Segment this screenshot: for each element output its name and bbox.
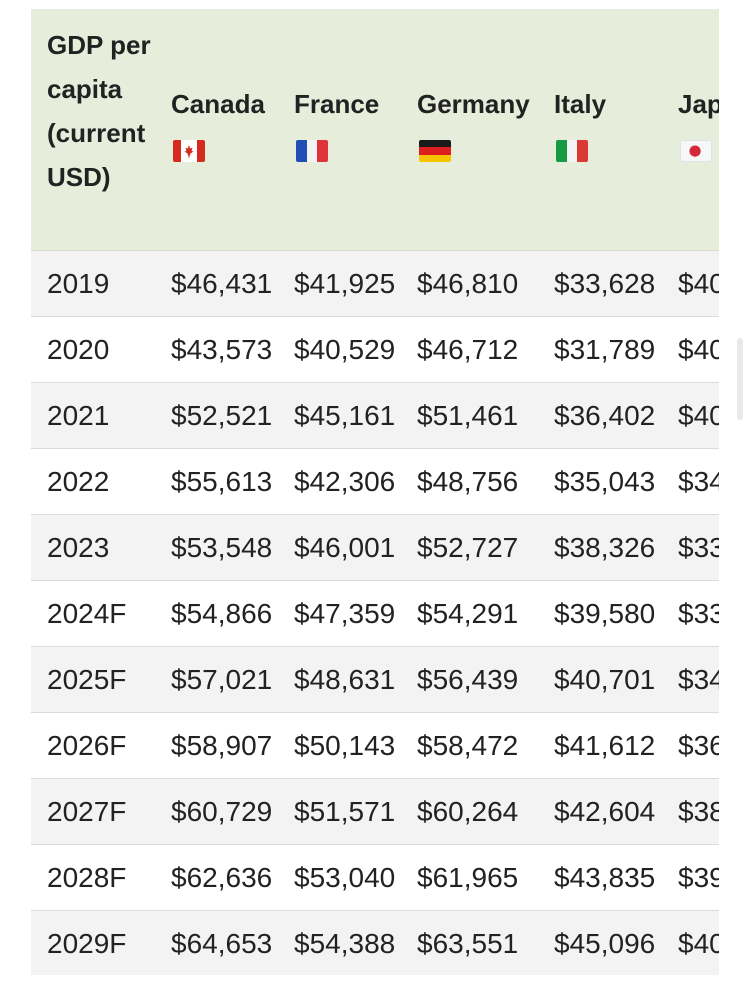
germany-value: $46,810: [417, 268, 519, 299]
japan-value: $36: [678, 730, 719, 761]
year-cell: 2025F: [47, 664, 127, 695]
year-cell: 2029F: [47, 928, 127, 959]
japan-value: $40: [678, 400, 719, 431]
france-value: $40,529: [294, 334, 396, 365]
header-italy: Italy: [554, 9, 674, 250]
gdp-table-scroll-container[interactable]: GDP per capita (current USD) Canada Fran…: [31, 9, 719, 975]
italy-value: $31,789: [554, 334, 656, 365]
japan-value: $38: [678, 796, 719, 827]
header-canada: Canada: [171, 9, 291, 250]
france-value: $48,631: [294, 664, 396, 695]
italy-value: $39,580: [554, 598, 656, 629]
japan-value: $40: [678, 334, 719, 365]
table-row: 2026F $58,907 $50,143 $58,472 $41,612 $3…: [31, 713, 719, 779]
germany-value: $63,551: [417, 928, 519, 959]
france-value: $47,359: [294, 598, 396, 629]
canada-flag-icon: [173, 140, 205, 162]
year-cell: 2028F: [47, 862, 127, 893]
table-row: 2022 $55,613 $42,306 $48,756 $35,043 $34: [31, 449, 719, 515]
table-row: 2020 $43,573 $40,529 $46,712 $31,789 $40: [31, 317, 719, 383]
header-japan: Jap: [678, 9, 719, 250]
germany-value: $54,291: [417, 598, 519, 629]
germany-value: $60,264: [417, 796, 519, 827]
japan-value: $33: [678, 598, 719, 629]
table-row: 2023 $53,548 $46,001 $52,727 $38,326 $33: [31, 515, 719, 581]
header-country-name: Germany: [417, 89, 530, 119]
header-country-name: Jap: [678, 89, 719, 119]
italy-value: $35,043: [554, 466, 656, 497]
france-value: $50,143: [294, 730, 396, 761]
table-row: 2019 $46,431 $41,925 $46,810 $33,628 $40: [31, 251, 719, 317]
year-cell: 2022: [47, 466, 110, 497]
table-row: 2028F $62,636 $53,040 $61,965 $43,835 $3…: [31, 845, 719, 911]
canada-value: $43,573: [171, 334, 273, 365]
italy-flag-icon: [556, 140, 588, 162]
header-france: France: [294, 9, 414, 250]
table-row: 2029F $64,653 $54,388 $63,551 $45,096 $4…: [31, 911, 719, 975]
italy-value: $33,628: [554, 268, 656, 299]
header-country-name: Canada: [171, 89, 265, 119]
italy-value: $42,604: [554, 796, 656, 827]
france-value: $45,161: [294, 400, 396, 431]
germany-value: $46,712: [417, 334, 519, 365]
france-value: $54,388: [294, 928, 396, 959]
japan-value: $34: [678, 466, 719, 497]
canada-value: $53,548: [171, 532, 273, 563]
japan-value: $40: [678, 928, 719, 959]
france-value: $51,571: [294, 796, 396, 827]
france-value: $41,925: [294, 268, 396, 299]
japan-value: $40: [678, 268, 719, 299]
italy-value: $38,326: [554, 532, 656, 563]
germany-value: $48,756: [417, 466, 519, 497]
germany-value: $56,439: [417, 664, 519, 695]
table-row: 2027F $60,729 $51,571 $60,264 $42,604 $3…: [31, 779, 719, 845]
germany-value: $51,461: [417, 400, 519, 431]
japan-value: $34: [678, 664, 719, 695]
france-value: $46,001: [294, 532, 396, 563]
header-germany: Germany: [417, 9, 552, 250]
canada-value: $62,636: [171, 862, 273, 893]
germany-flag-icon: [419, 140, 451, 162]
france-value: $42,306: [294, 466, 396, 497]
canada-value: $54,866: [171, 598, 273, 629]
italy-value: $41,612: [554, 730, 656, 761]
japan-flag-icon: [680, 140, 712, 162]
header-country-name: Italy: [554, 89, 607, 119]
year-cell: 2019: [47, 268, 110, 299]
japan-value: $33: [678, 532, 719, 563]
canada-value: $52,521: [171, 400, 273, 431]
canada-value: $64,653: [171, 928, 273, 959]
year-cell: 2021: [47, 400, 110, 431]
canada-value: $60,729: [171, 796, 273, 827]
year-cell: 2026F: [47, 730, 127, 761]
table-row: 2021 $52,521 $45,161 $51,461 $36,402 $40: [31, 383, 719, 449]
table-row: 2025F $57,021 $48,631 $56,439 $40,701 $3…: [31, 647, 719, 713]
italy-value: $40,701: [554, 664, 656, 695]
gdp-table: GDP per capita (current USD) Canada Fran…: [31, 9, 719, 975]
header-gdp-per-capita: GDP per capita (current USD): [47, 30, 151, 192]
canada-value: $46,431: [171, 268, 273, 299]
france-value: $53,040: [294, 862, 396, 893]
table-row: 2024F $54,866 $47,359 $54,291 $39,580 $3…: [31, 581, 719, 647]
canada-value: $57,021: [171, 664, 273, 695]
year-cell: 2024F: [47, 598, 127, 629]
italy-value: $36,402: [554, 400, 656, 431]
header-country-name: France: [294, 89, 380, 119]
year-cell: 2027F: [47, 796, 127, 827]
germany-value: $61,965: [417, 862, 519, 893]
italy-value: $45,096: [554, 928, 656, 959]
italy-value: $43,835: [554, 862, 656, 893]
germany-value: $58,472: [417, 730, 519, 761]
germany-value: $52,727: [417, 532, 519, 563]
canada-value: $55,613: [171, 466, 273, 497]
table-header-row: GDP per capita (current USD) Canada Fran…: [31, 9, 719, 251]
year-cell: 2023: [47, 532, 110, 563]
france-flag-icon: [296, 140, 328, 162]
horizontal-scroll-indicator[interactable]: [737, 338, 743, 420]
japan-value: $39: [678, 862, 719, 893]
year-cell: 2020: [47, 334, 110, 365]
canada-value: $58,907: [171, 730, 273, 761]
